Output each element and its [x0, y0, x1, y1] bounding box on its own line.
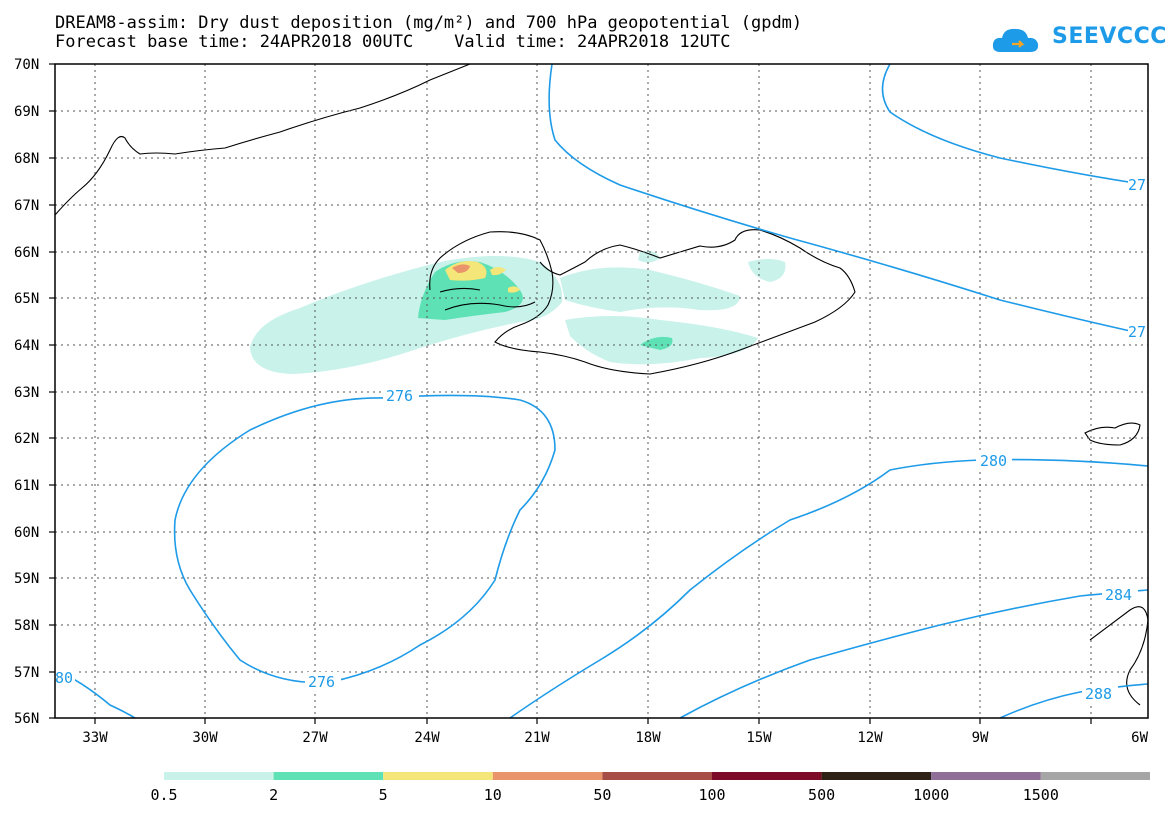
legend-label: 10 [484, 786, 502, 804]
contour-label-276-top: 276 [386, 387, 413, 405]
lat-label: 59N [14, 571, 39, 587]
contour-label-276-bottom: 276 [308, 673, 335, 691]
lon-label: 24W [414, 730, 440, 746]
legend-swatch [1040, 772, 1150, 780]
gridlines [55, 64, 1148, 718]
lat-label: 56N [14, 711, 39, 727]
lat-label: 69N [14, 104, 39, 120]
legend-swatch [273, 772, 384, 780]
lon-label: 9W [972, 730, 989, 746]
cloud-logo-icon [992, 28, 1039, 52]
lat-label: 62N [14, 431, 39, 447]
contour-label-27-lower: 27 [1128, 323, 1146, 341]
lat-label: 70N [14, 57, 39, 73]
legend-colorbar [164, 772, 1150, 780]
contour-label-288: 288 [1085, 685, 1112, 703]
title-line-1: DREAM8-assim: Dry dust deposition (mg/m²… [55, 13, 803, 33]
legend-label: 1000 [913, 786, 949, 804]
legend-label: 5 [379, 786, 388, 804]
contour-label-284: 284 [1105, 586, 1132, 604]
legend-label: 500 [808, 786, 835, 804]
contour-label-280: 280 [980, 452, 1007, 470]
legend-label: 1500 [1023, 786, 1059, 804]
contour-label-80-edge: 80 [55, 669, 73, 687]
lon-label: 27W [302, 730, 328, 746]
lon-label: 12W [857, 730, 883, 746]
geopotential-contours [54, 63, 1149, 719]
lon-label: 21W [524, 730, 550, 746]
lat-label: 63N [14, 385, 39, 401]
lat-label: 58N [14, 618, 39, 634]
legend-swatch [383, 772, 493, 780]
dust-deposition-shading [250, 250, 786, 374]
lat-label: 66N [14, 245, 39, 261]
longitude-labels: 33W 30W 27W 24W 21W 18W 15W 12W 9W 6W [82, 730, 1148, 746]
lon-label: 30W [192, 730, 218, 746]
map-frame [54, 63, 1149, 719]
legend-label: 0.5 [150, 786, 177, 804]
lat-label: 57N [14, 665, 39, 681]
coastlines [54, 63, 1149, 706]
lon-label: 18W [635, 730, 661, 746]
lat-label: 60N [14, 525, 39, 541]
latitude-labels: 70N 69N 68N 67N 66N 65N 64N 63N 62N 61N … [14, 57, 39, 727]
contour-label-27-upper: 27 [1128, 176, 1146, 194]
title-line-2: Forecast base time: 24APR2018 00UTC Vali… [55, 32, 731, 52]
lat-label: 61N [14, 478, 39, 494]
legend-label: 2 [269, 786, 278, 804]
legend-labels: 0.5 2 5 10 50 100 500 1000 1500 [150, 786, 1058, 804]
lat-label: 67N [14, 198, 39, 214]
axis-ticks [49, 63, 1092, 724]
lon-label: 6W [1131, 730, 1148, 746]
lat-label: 65N [14, 291, 39, 307]
legend-label: 50 [593, 786, 611, 804]
logo-text: SEEVCCC [1052, 24, 1167, 49]
lat-label: 68N [14, 151, 39, 167]
legend-swatch [821, 772, 932, 780]
legend-label: 100 [698, 786, 725, 804]
lon-label: 33W [82, 730, 108, 746]
legend-swatch [712, 772, 822, 780]
legend-swatch [931, 772, 1041, 780]
legend-swatch [164, 772, 274, 780]
legend-swatch [602, 772, 712, 780]
lon-label: 15W [746, 730, 772, 746]
lat-label: 64N [14, 338, 39, 354]
legend-swatch [492, 772, 603, 780]
